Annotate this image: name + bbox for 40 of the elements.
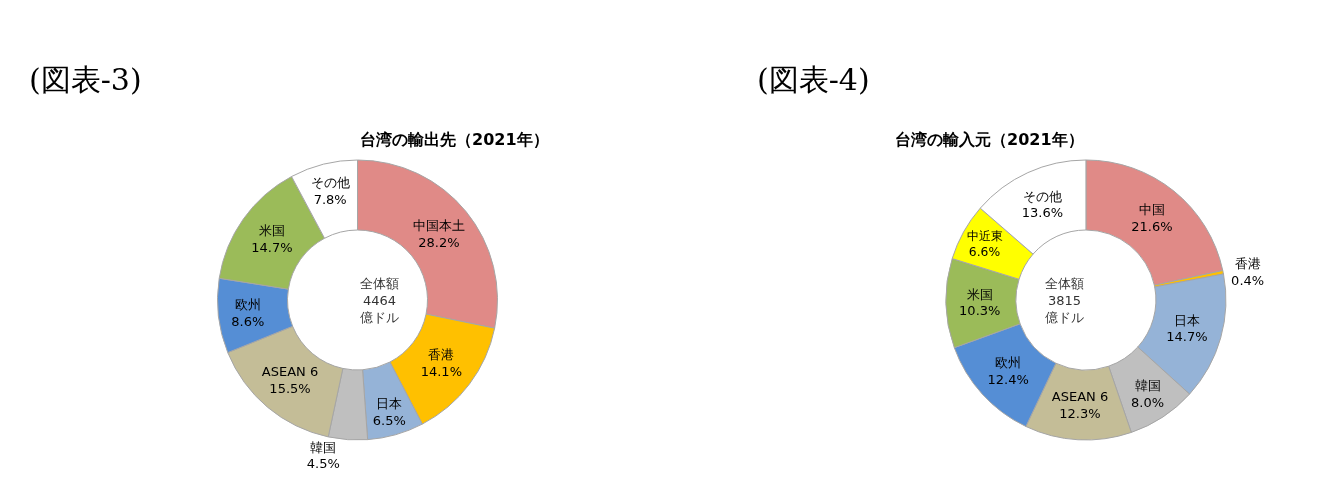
slice-label: 米国 — [966, 286, 993, 302]
slice-label: 香港 — [428, 347, 455, 363]
slice-label: 中国 — [1138, 202, 1165, 218]
text: 全体額 4464 億ドル — [360, 276, 399, 325]
slice-label: 香港 — [1234, 255, 1261, 271]
data-label: 28.2% — [418, 234, 460, 250]
chart-title: 台湾の輸入元（2021年） — [895, 130, 1084, 149]
slice-label: ASEAN 6 — [1051, 388, 1109, 404]
text: 全体額 3815 億ドル — [1045, 276, 1084, 325]
slice-label: 中近東 — [966, 228, 1003, 243]
data-label: 12.3% — [1059, 405, 1101, 421]
slice-label: 韓国 — [310, 439, 337, 455]
data-label: 4.5% — [306, 456, 340, 472]
slice-label: その他 — [1022, 188, 1062, 204]
data-label: 8.0% — [1131, 394, 1165, 410]
slice-label: その他 — [310, 174, 350, 190]
slice-label: 欧州 — [234, 296, 261, 312]
data-label: 15.5% — [269, 381, 311, 397]
text: (図表-4) — [757, 62, 870, 97]
data-label: 8.6% — [231, 313, 265, 329]
data-label: 6.6% — [968, 244, 1001, 259]
data-label: 14.7% — [251, 240, 293, 256]
text: (図表-3) — [29, 62, 142, 97]
slice-label: 韓国 — [1134, 377, 1161, 393]
slice-label: 中国本土 — [412, 217, 465, 233]
slice-label: 日本 — [1173, 312, 1200, 328]
data-label: 6.5% — [372, 412, 406, 428]
slice-label: ASEAN 6 — [261, 364, 319, 380]
chart-title: 台湾の輸出先（2021年） — [360, 130, 549, 149]
data-label: 10.3% — [959, 303, 1001, 319]
data-label: 0.4% — [1231, 272, 1265, 288]
data-label: 12.4% — [987, 371, 1029, 387]
data-label: 21.6% — [1131, 219, 1173, 235]
data-label: 13.6% — [1021, 205, 1064, 221]
data-label: 14.1% — [420, 364, 462, 380]
slice-label: 日本 — [376, 396, 403, 411]
data-label: 14.7% — [1166, 329, 1208, 345]
slice-label: 米国 — [258, 223, 285, 239]
slice-label: 欧州 — [995, 354, 1022, 370]
data-label: 7.8% — [313, 191, 347, 207]
